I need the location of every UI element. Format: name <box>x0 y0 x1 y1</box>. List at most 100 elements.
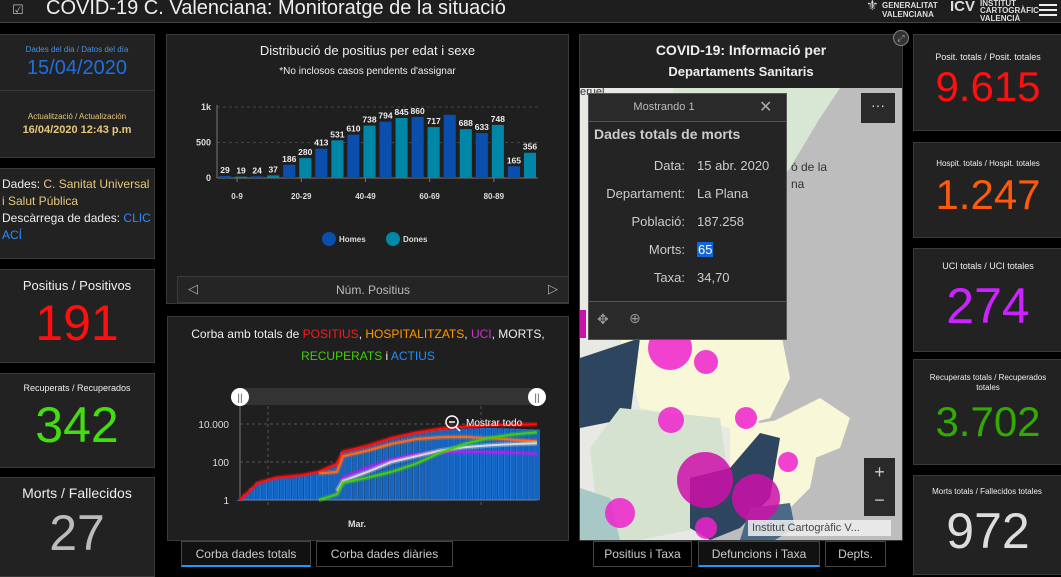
x-tick-label: Mar. <box>348 519 366 529</box>
title-segment: POSITIUS <box>302 327 359 341</box>
bar-dones <box>491 124 504 178</box>
bar-homes <box>315 148 328 178</box>
data-label: 717 <box>427 116 441 126</box>
tab-positius-taxa[interactable]: Positius i Taxa <box>593 541 692 567</box>
more-options-icon[interactable]: ··· <box>861 93 895 123</box>
show-all-button[interactable]: Mostrar todo <box>466 418 523 429</box>
kpi-value: 1.247 <box>935 171 1041 218</box>
map-circle[interactable] <box>605 498 635 528</box>
bar-dones <box>363 125 376 178</box>
series-line-positius <box>239 423 538 501</box>
bar-actius <box>419 432 425 501</box>
kpi-recuperats-totals: Recuperats totals / Recuperados totales … <box>913 359 1061 465</box>
pan-icon[interactable]: ✥ <box>597 311 609 327</box>
kpi-label: Morts totals / Fallecidos totales <box>932 487 1042 496</box>
tab-corba-totals[interactable]: Corba dades totals <box>181 541 311 567</box>
series-line-recuperats <box>318 431 538 501</box>
data-label: 280 <box>298 147 312 157</box>
map-place-label: ó de la <box>791 160 828 174</box>
chart-subtitle: *No inclosos casos pendents d'assignar <box>279 66 456 77</box>
update-value: 16/04/2020 12:43 p.m <box>22 124 132 136</box>
data-label: 186 <box>282 154 296 164</box>
kpi-value: 274 <box>946 278 1030 334</box>
bar-actius <box>443 429 449 501</box>
download-link[interactable]: CLIC ACÍ <box>2 211 151 242</box>
tab-defuncions-taxa[interactable]: Defuncions i Taxa <box>698 541 820 567</box>
x-tick-label: 80-89 <box>484 192 505 201</box>
slider-handle <box>528 388 546 406</box>
title-segment: RECUPERATS <box>301 349 383 363</box>
chart-nav-bar: ◁ Núm. Positius ▷ <box>177 276 569 303</box>
fullscreen-icon[interactable]: ⤢ <box>893 30 909 46</box>
positius-value: 191 <box>35 295 119 351</box>
map-circle[interactable] <box>732 474 780 522</box>
logo-text: CARTOGRÀFIC <box>980 6 1039 16</box>
bar-actius <box>279 476 286 501</box>
logo-text: VALENCIÀ <box>980 13 1021 23</box>
popup-value: La Plana <box>697 186 749 201</box>
title-segment: ACTIUS <box>390 349 435 363</box>
map-circle[interactable] <box>735 407 757 429</box>
map-circle[interactable] <box>694 350 718 374</box>
bar-dones <box>235 176 248 178</box>
bar-actius <box>376 442 383 501</box>
morts-value: 27 <box>49 505 105 561</box>
popup-key: Departament: <box>606 186 685 201</box>
slider-handle-grip: || <box>534 393 539 404</box>
bar-actius <box>273 477 280 501</box>
zoom-out-button[interactable]: − <box>874 490 885 510</box>
date-panel: Dades del dia / Datos del día 15/04/2020… <box>0 34 155 158</box>
tab-corba-diaries[interactable]: Corba dades diàries <box>316 541 453 567</box>
bar-actius <box>303 473 310 501</box>
x-tick-label: 20-29 <box>291 192 312 201</box>
slider-handle-grip: || <box>237 393 242 404</box>
data-label: 610 <box>346 124 360 134</box>
next-arrow-icon[interactable]: ▷ <box>548 281 558 296</box>
zoom-to-icon[interactable]: ⊕ <box>629 310 641 326</box>
map-attribution: Institut Cartogràfic V... <box>748 520 891 536</box>
popup-value: 15 abr. 2020 <box>697 158 770 173</box>
kpi-label: Posit. totals / Posit. totales <box>935 52 1041 62</box>
zoom-out-icon <box>455 426 461 432</box>
zoom-in-button[interactable]: + <box>874 462 885 482</box>
map-title-line1: COVID-19: Informació per <box>655 42 827 58</box>
close-icon[interactable]: ✕ <box>759 99 773 116</box>
zoom-controls: + − <box>864 458 895 516</box>
bar-homes <box>219 175 232 178</box>
header: ☑ COVID-19 C. Valenciana: Monitoratge de… <box>0 0 1061 23</box>
x-tick-label: 40-49 <box>355 192 376 201</box>
page-title: COVID-19 C. Valenciana: Monitoratge de l… <box>46 0 506 19</box>
data-label: 794 <box>378 111 392 121</box>
y-tick-label: 0 <box>206 173 211 183</box>
legend-swatch <box>322 232 336 246</box>
bar-actius <box>455 429 461 501</box>
data-label: 413 <box>314 138 328 148</box>
bar-actius <box>297 475 304 501</box>
x-tick-label: 0-9 <box>231 192 243 201</box>
bar-homes <box>283 164 296 178</box>
prev-arrow-icon[interactable]: ◁ <box>188 281 198 296</box>
kpi-value: 9.615 <box>935 63 1041 110</box>
kpi-value: 3.702 <box>935 398 1041 445</box>
positius-panel: Positius / Positivos 191 <box>0 269 155 363</box>
zoom-out-icon <box>445 415 459 429</box>
bar-dones <box>299 158 312 178</box>
map-circle[interactable] <box>778 452 798 472</box>
data-label: 633 <box>475 122 489 132</box>
map-circle[interactable] <box>677 452 733 508</box>
map-circle[interactable] <box>695 517 717 539</box>
source-prefix: Dades: <box>2 177 44 191</box>
tab-depts[interactable]: Depts. <box>825 541 886 567</box>
bar-actius <box>425 431 431 501</box>
map-circle[interactable] <box>658 407 684 433</box>
bar-dones <box>427 127 440 178</box>
bar-actius <box>316 471 322 501</box>
data-label: 24 <box>252 165 262 175</box>
curve-title-line2: RECUPERATS i ACTIUS <box>168 349 568 363</box>
x-tick-label: 60-69 <box>419 192 440 201</box>
menu-icon[interactable] <box>1039 4 1057 16</box>
bar-actius <box>437 429 443 501</box>
popup-count: Mostrando 1 <box>633 101 695 113</box>
popup-key: Població: <box>631 214 685 229</box>
